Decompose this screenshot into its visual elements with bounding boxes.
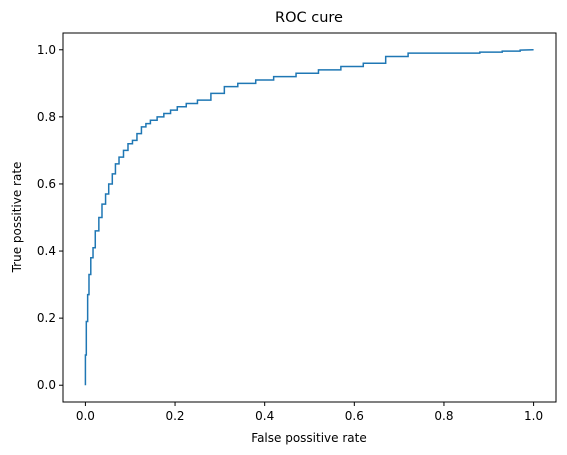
y-tick-label: 1.0 (37, 43, 56, 57)
x-axis-label: False possitive rate (251, 431, 366, 445)
chart-title: ROC cure (275, 10, 343, 26)
x-tick-label: 1.0 (524, 409, 543, 423)
y-axis-ticks: 0.0 0.2 0.4 0.6 0.8 1.0 (37, 43, 63, 392)
y-tick-label: 0.6 (37, 177, 56, 191)
x-tick-label: 0.8 (434, 409, 453, 423)
x-tick-label: 0.6 (345, 409, 364, 423)
y-axis-label: True possitive rate (10, 162, 24, 274)
roc-curve-line (84, 49, 534, 386)
y-tick-label: 0.0 (37, 378, 56, 392)
x-tick-label: 0.2 (165, 409, 184, 423)
x-axis-ticks: 0.0 0.2 0.4 0.6 0.8 1.0 (76, 402, 543, 423)
x-tick-label: 0.4 (255, 409, 274, 423)
plot-frame (62, 32, 557, 403)
series-layer (84, 49, 534, 386)
x-tick-label: 0.0 (76, 409, 95, 423)
y-tick-label: 0.4 (37, 244, 56, 258)
y-tick-label: 0.8 (37, 110, 56, 124)
y-tick-label: 0.2 (37, 311, 56, 325)
